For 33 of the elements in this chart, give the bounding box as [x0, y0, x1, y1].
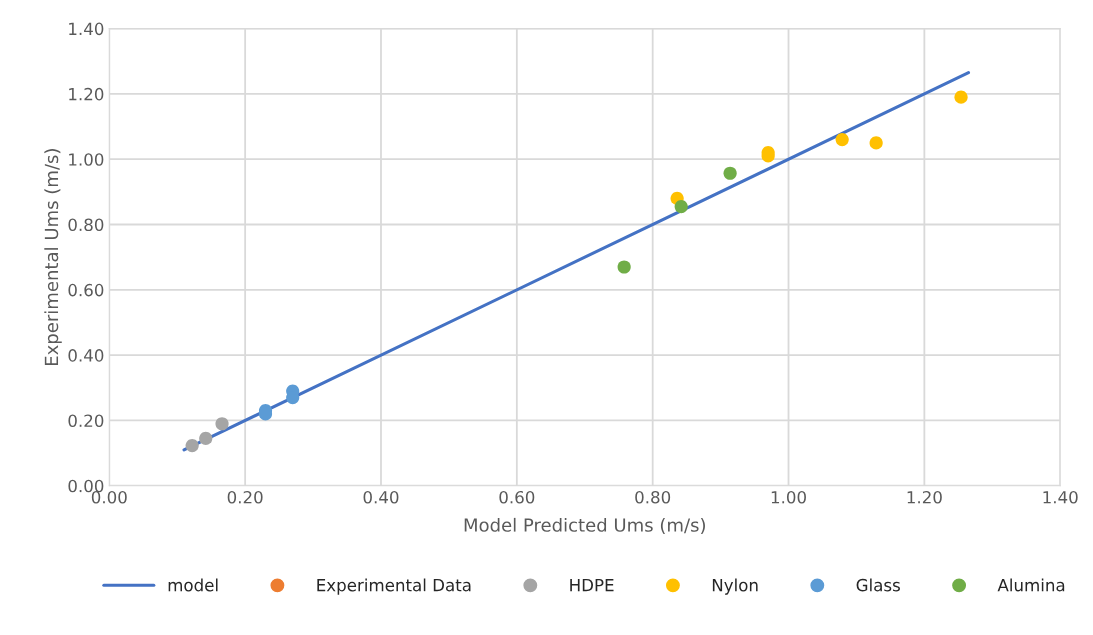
y-tick-label: 0.00 [68, 479, 104, 493]
point [199, 431, 213, 446]
y-tick-label: 1.20 [69, 87, 104, 101]
x-axis-title: Model Predicted Ums (m/s) [464, 517, 705, 534]
y-tick-label: 0.20 [68, 414, 104, 428]
y-tick-label: 1.40 [69, 22, 104, 36]
x-tick-label: 0.20 [227, 490, 263, 504]
y-tick-label: 0.40 [68, 349, 104, 362]
x-tick-label: 0.80 [635, 490, 671, 504]
point [617, 260, 631, 274]
point [954, 90, 968, 104]
point [835, 133, 849, 147]
x-tick-label: 1.20 [907, 490, 942, 504]
x-tick-label: 0.60 [499, 490, 535, 504]
y-tick-label: 1.00 [69, 153, 104, 166]
point [674, 199, 688, 214]
y-tick-label: 0.80 [68, 218, 104, 232]
y-axis-title: Experimental Ums (m/s) [44, 149, 62, 366]
legend-label: Experimental Data [317, 578, 471, 595]
legend-label: Nylon [712, 578, 758, 595]
y-tick-label: 0.60 [68, 283, 104, 297]
point [869, 136, 883, 150]
x-tick-label: 1.00 [771, 490, 806, 504]
point [723, 166, 737, 180]
legend-label: model [168, 578, 218, 592]
x-tick-label: 0.40 [363, 490, 399, 504]
point [215, 417, 229, 431]
legend-label: Glass [856, 578, 900, 592]
x-tick-label: 0.00 [91, 490, 127, 504]
legend-label: HDPE [570, 579, 614, 592]
legend-label: Alumina [997, 578, 1065, 592]
point [185, 439, 199, 453]
x-tick-label: 1.40 [1043, 490, 1078, 504]
